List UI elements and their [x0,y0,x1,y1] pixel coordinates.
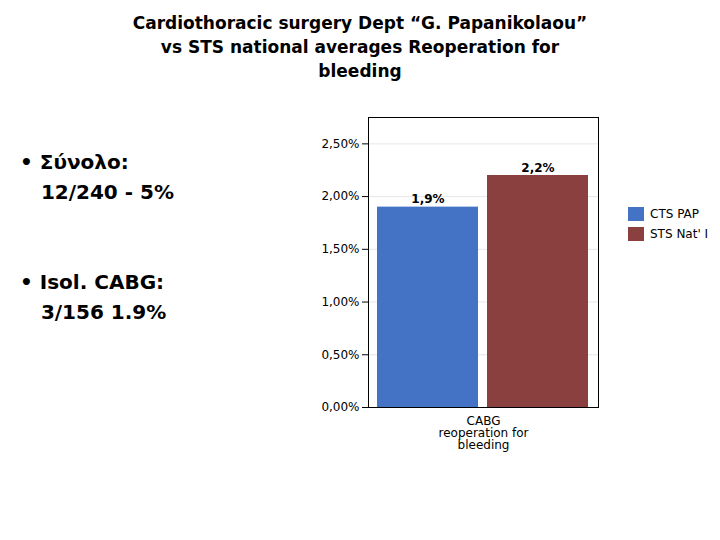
svg-text:2,00%: 2,00% [321,190,359,204]
html-text:STS Nat' I: STS Nat' I [650,227,709,242]
svg-text:2,2%: 2,2% [521,161,554,175]
html-text:• Σύνολο:: • Σύνολο: [20,150,129,175]
svg-text:0,00%: 0,00% [321,401,359,415]
svg-text:1,00%: 1,00% [321,295,359,309]
svg-text:0,50%: 0,50% [321,348,359,362]
html-text:bleeding: bleeding [318,60,402,81]
svg-text:1,50%: 1,50% [321,243,359,257]
svg-text:CABGreoperation forbleeding: CABGreoperation forbleeding [439,414,529,452]
html-text:12/240 - 5%: 12/240 - 5% [20,180,174,205]
html-text:• Isol. CABG:: • Isol. CABG: [20,270,165,295]
html-text:3/156 1.9%: 3/156 1.9% [20,300,167,325]
svg-text:2,50%: 2,50% [321,137,359,151]
html-text:CTS PAP: CTS PAP [650,207,700,222]
svg-text:1,9%: 1,9% [411,193,444,207]
html-text:Cardiothoracic surgery Dept “G: Cardiothoracic surgery Dept “G. Papaniko… [132,13,588,33]
html-text:vs STS national averages Reope: vs STS national averages Reoperation for [160,36,560,57]
